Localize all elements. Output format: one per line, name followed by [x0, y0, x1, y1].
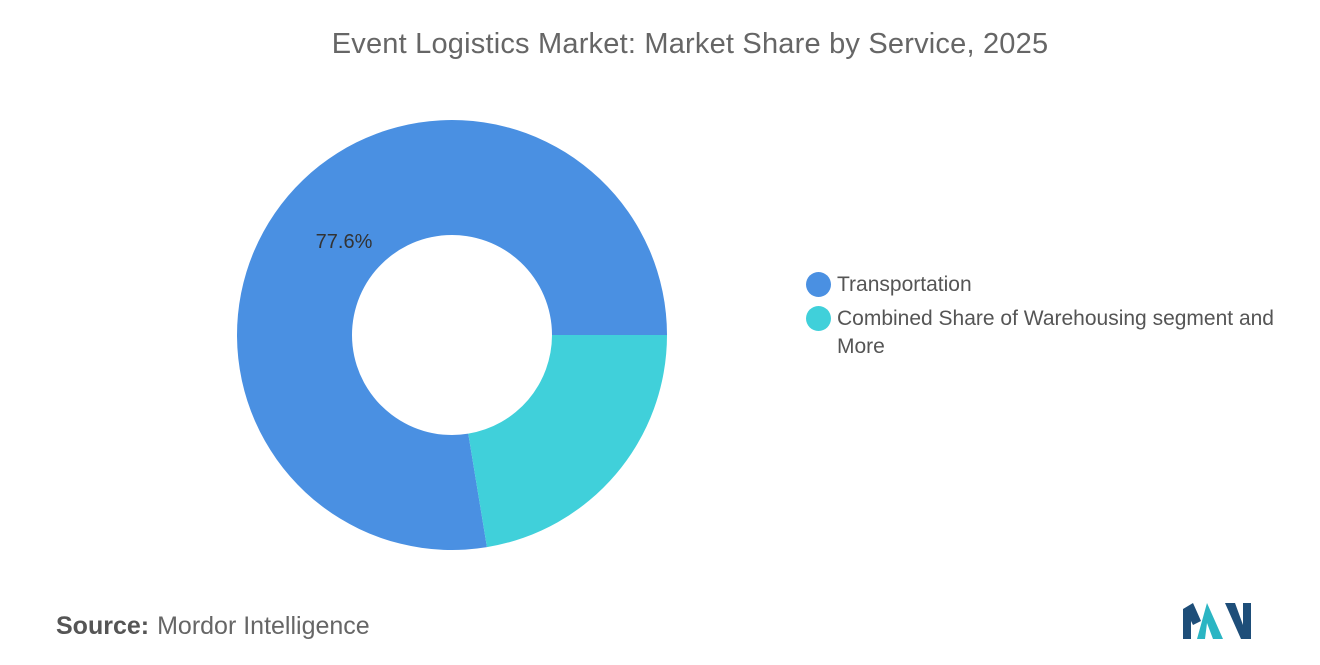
slice-label-0: 77.6% — [316, 231, 373, 253]
legend-item-warehousing-and-more[interactable]: Combined Share of Warehousing segment an… — [806, 305, 1312, 361]
donut-slice-1[interactable] — [468, 335, 667, 548]
source-key: Source: — [56, 612, 150, 640]
logo-mark-center — [1197, 603, 1223, 639]
legend-swatch-transportation — [806, 272, 831, 297]
legend: Transportation Combined Share of Warehou… — [806, 271, 1312, 367]
mordor-intelligence-logo-icon — [1183, 603, 1251, 639]
legend-label-transportation: Transportation — [837, 273, 972, 296]
logo-mark-right — [1225, 603, 1251, 639]
source-value: Mordor Intelligence — [157, 612, 370, 640]
slice-labels: 77.6% — [316, 231, 373, 253]
legend-item-transportation[interactable]: Transportation — [806, 271, 1312, 299]
donut-slice-0[interactable] — [237, 119, 667, 550]
legend-swatch-warehousing-and-more — [806, 306, 831, 331]
donut-slices — [237, 119, 667, 550]
source-note: Source: Mordor Intelligence — [56, 612, 370, 641]
logo-mark-left — [1183, 603, 1201, 639]
chart-title: Event Logistics Market: Market Share by … — [331, 28, 1049, 60]
legend-label-warehousing-and-more: Combined Share of Warehousing segment an… — [837, 307, 1274, 358]
